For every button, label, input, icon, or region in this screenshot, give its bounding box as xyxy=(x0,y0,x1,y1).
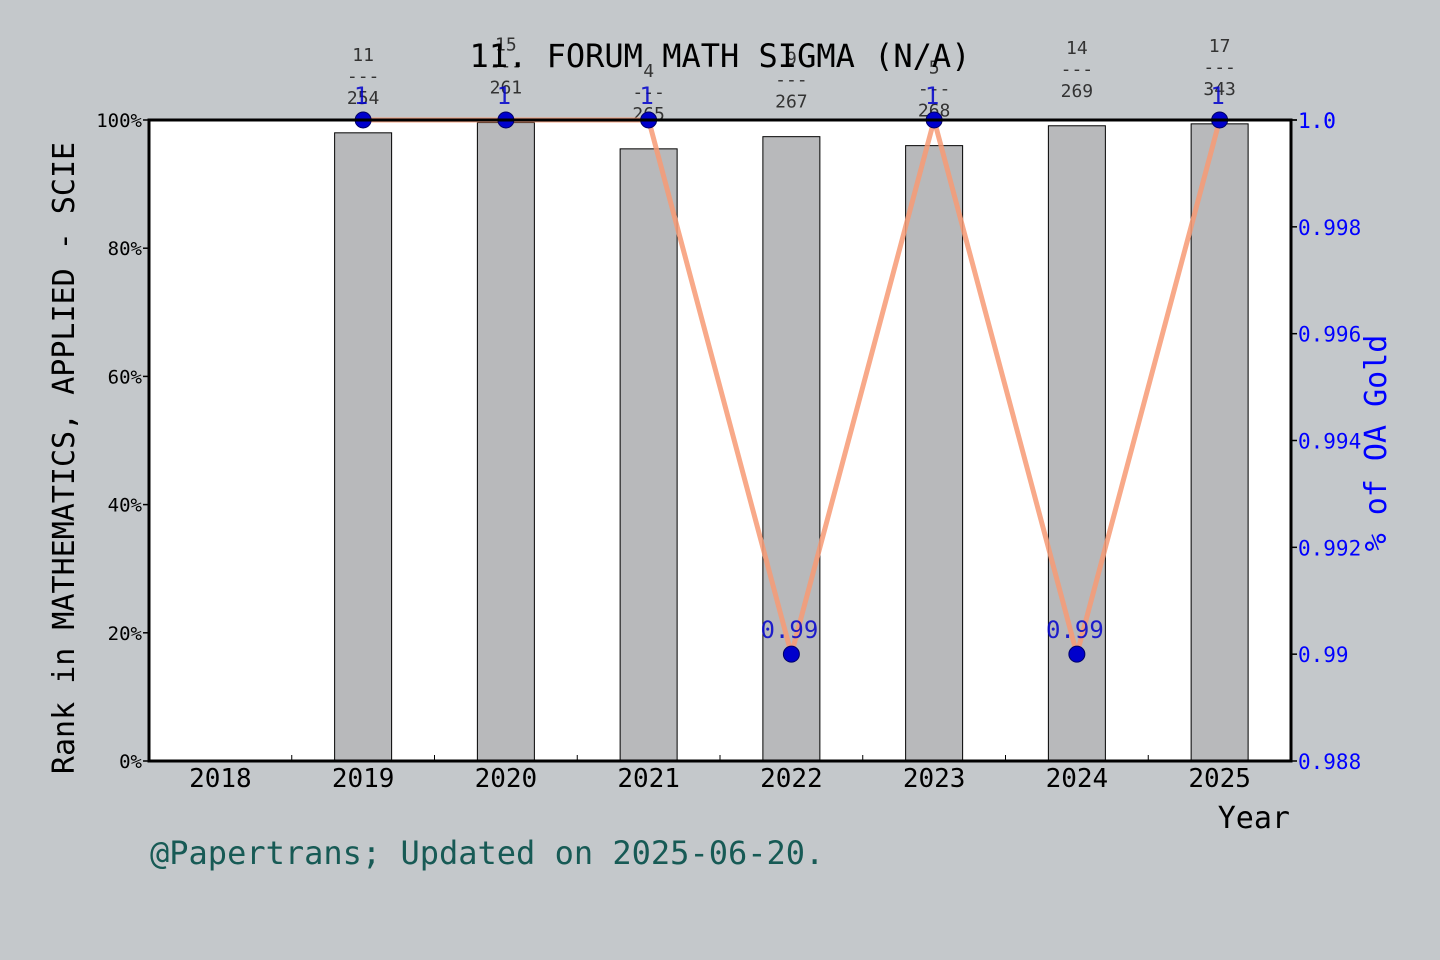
oa-gold-point xyxy=(782,645,800,663)
bar xyxy=(334,132,393,762)
bar-total-label: 254 xyxy=(347,88,380,109)
y2-tick-label: 1.0 xyxy=(1298,109,1336,133)
bar xyxy=(619,148,678,762)
bar-rank-label: 5 xyxy=(929,58,940,79)
bar xyxy=(1190,123,1249,762)
bar-total-label: 268 xyxy=(918,101,951,122)
x-tick-label: 2020 xyxy=(475,764,538,794)
y-tick-label: 60% xyxy=(108,366,143,388)
plot-area xyxy=(149,120,1291,761)
bar-total-label: 343 xyxy=(1203,79,1236,100)
bar-rank-separator: --- xyxy=(632,82,665,103)
y2-tick-label: 0.99 xyxy=(1298,643,1349,667)
x-tick-label: 2021 xyxy=(617,764,680,794)
footer-credit: @Papertrans; Updated on 2025-06-20. xyxy=(150,834,825,872)
y-tick-label: 80% xyxy=(108,238,143,260)
y2-tick-label: 1.0 xyxy=(1298,109,1336,133)
y2-tick-label: 0.998 xyxy=(1298,216,1361,240)
bar xyxy=(905,145,964,762)
x-axis-label: Year xyxy=(1218,801,1290,836)
bar xyxy=(1047,125,1106,762)
x-tick-label: 2019 xyxy=(332,764,395,794)
oa-gold-point-label: 1 xyxy=(925,82,939,110)
bar-rank-label: 9 xyxy=(786,49,797,70)
oa-gold-point-label: 1 xyxy=(1210,82,1224,110)
bar-rank-label: 4 xyxy=(643,61,654,82)
bar xyxy=(762,136,821,762)
x-tick-label: 2023 xyxy=(903,764,966,794)
bar-total-label: 267 xyxy=(775,92,808,113)
y-tick-label: 100% xyxy=(96,110,142,132)
bar-rank-separator: --- xyxy=(1203,57,1236,78)
bar-rank-separator: --- xyxy=(490,56,523,77)
bar-rank-separator: --- xyxy=(775,70,808,91)
y-tick-label: 0% xyxy=(119,751,142,773)
bar-rank-label: 14 xyxy=(1066,38,1088,59)
y-tick-label: 20% xyxy=(108,623,143,645)
oa-gold-point xyxy=(1068,645,1086,663)
oa-gold-point-label: 0.99 xyxy=(760,616,818,644)
y2-tick-label: 0.994 xyxy=(1298,430,1361,454)
oa-gold-point-label: 1 xyxy=(497,82,511,110)
y-tick-label: 40% xyxy=(108,495,143,517)
bar-rank-label: 11 xyxy=(352,45,374,66)
bar-total-label: 269 xyxy=(1061,81,1094,102)
x-tick-label: 2018 xyxy=(189,764,252,794)
bar xyxy=(476,122,535,762)
bar-rank-separator: --- xyxy=(1061,59,1094,80)
bar-total-label: 261 xyxy=(490,78,523,99)
y2-tick-label: 0.996 xyxy=(1298,323,1361,347)
oa-gold-point-label: 0.99 xyxy=(1046,616,1104,644)
x-tick-label: 2024 xyxy=(1046,764,1109,794)
y2-tick-label: 0.988 xyxy=(1298,750,1361,774)
oa-gold-point-label: 1 xyxy=(639,82,653,110)
y-axis-label: Rank in MATHEMATICS, APPLIED - SCIE xyxy=(47,142,82,774)
y2-tick-label: 0.992 xyxy=(1298,536,1361,560)
x-tick-label: 2025 xyxy=(1188,764,1251,794)
x-tick-label: 2022 xyxy=(760,764,823,794)
bar-rank-label: 15 xyxy=(495,35,517,56)
bar-rank-label: 17 xyxy=(1209,36,1231,57)
bar-rank-separator: --- xyxy=(347,66,380,87)
bar-rank-separator: --- xyxy=(918,79,951,100)
oa-gold-point-label: 1 xyxy=(354,82,368,110)
chart-title: 11. FORUM MATH SIGMA (N/A) xyxy=(470,37,971,75)
y2-axis-label: % of OA Gold xyxy=(1359,335,1394,552)
